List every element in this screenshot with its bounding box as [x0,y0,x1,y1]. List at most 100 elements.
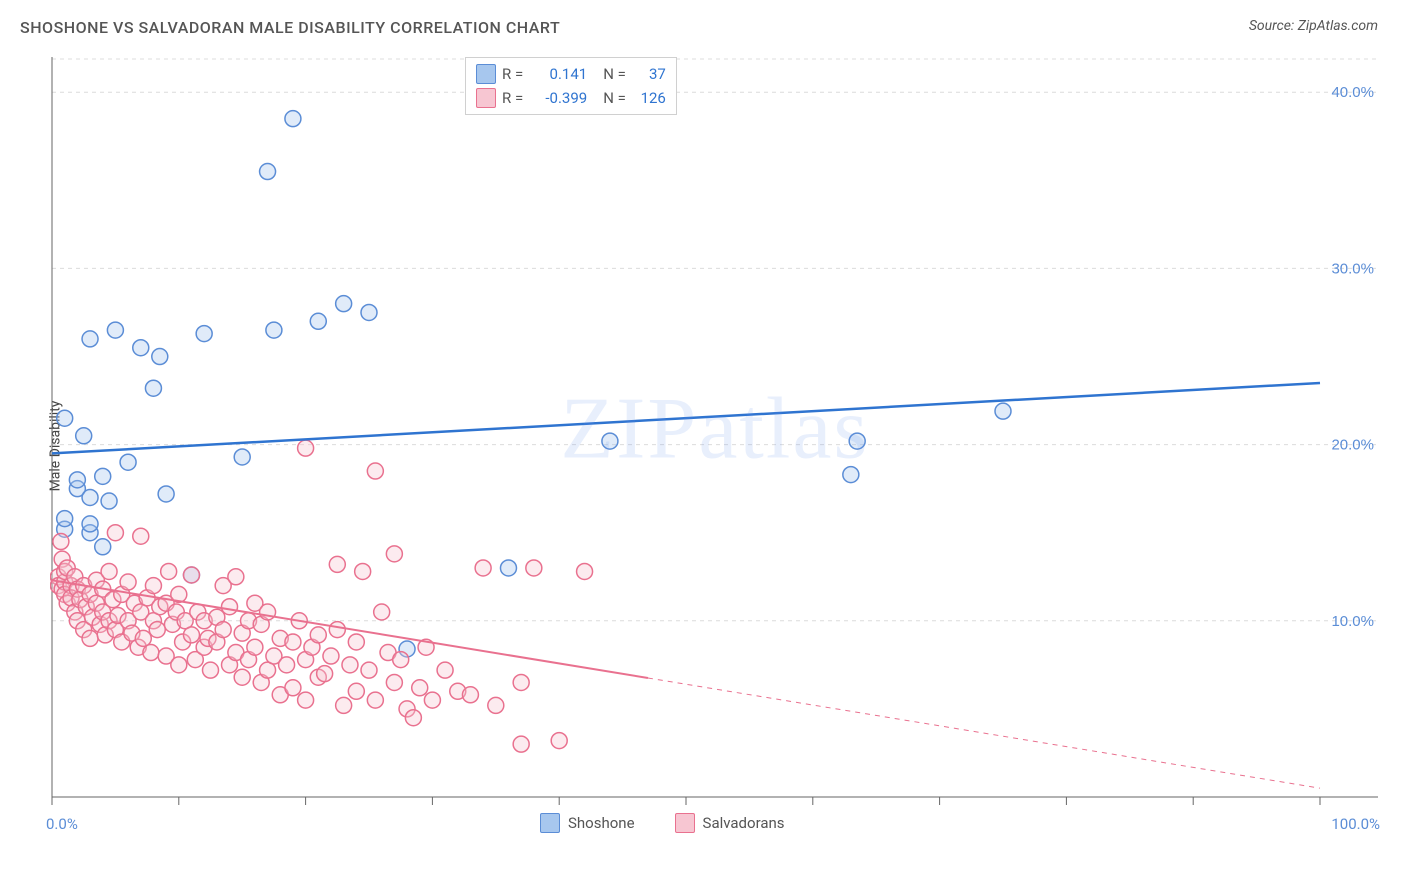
data-point [513,674,529,690]
data-point [76,428,92,444]
data-point [488,697,504,713]
data-point [266,322,282,338]
legend-swatch [675,813,695,833]
data-point [355,563,371,579]
chart-plot-area: ZIPatlas 10.0%20.0%30.0%40.0% R = 0.141 … [50,55,1380,835]
legend-series-label: Shoshone [568,814,635,832]
data-point [234,449,250,465]
data-point [329,556,345,572]
data-point [317,666,333,682]
legend-stat-row: R = -0.399 N = 126 [476,86,666,110]
legend-series-label: Salvadorans [703,814,785,832]
data-point [386,674,402,690]
data-point [82,516,98,532]
data-point [101,493,117,509]
x-axis-min-label: 0.0% [46,815,78,833]
data-point [260,604,276,620]
data-point [247,639,263,655]
correlation-legend: R = 0.141 N = 37 R = -0.399 N = 126 [465,57,677,115]
data-point [285,634,301,650]
data-point [203,662,219,678]
data-point [171,657,187,673]
svg-text:10.0%: 10.0% [1331,613,1374,630]
svg-text:40.0%: 40.0% [1331,84,1374,101]
data-point [412,680,428,696]
data-point [285,680,301,696]
data-point [500,560,516,576]
data-point [234,669,250,685]
data-point [348,634,364,650]
data-point [374,604,390,620]
data-point [133,340,149,356]
data-point [513,736,529,752]
data-point [120,454,136,470]
data-point [158,486,174,502]
data-point [310,313,326,329]
data-point [196,326,212,342]
data-point [310,627,326,643]
legend-r-label: R = [502,65,523,83]
data-point [149,622,165,638]
data-point [475,560,491,576]
data-point [161,563,177,579]
legend-n-value: 126 [632,89,666,107]
data-point [133,528,149,544]
legend-stat-row: R = 0.141 N = 37 [476,62,666,86]
data-point [462,687,478,703]
data-point [82,489,98,505]
data-point [120,574,136,590]
data-point [405,710,421,726]
data-point [107,525,123,541]
data-point [361,304,377,320]
data-point [82,630,98,646]
data-point [526,560,542,576]
chart-title: SHOSHONE VS SALVADORAN MALE DISABILITY C… [20,18,560,37]
data-point [228,569,244,585]
data-point [849,433,865,449]
legend-n-value: 37 [632,65,666,83]
data-point [843,467,859,483]
data-point [329,622,345,638]
data-point [95,468,111,484]
data-point [602,433,618,449]
data-point [183,627,199,643]
legend-swatch [476,88,496,108]
data-point [577,563,593,579]
data-point [82,331,98,347]
data-point [424,692,440,708]
chart-source: Source: ZipAtlas.com [1249,18,1378,34]
legend-n-label: N = [593,89,626,107]
data-point [551,733,567,749]
data-point [53,534,69,550]
data-point [101,563,117,579]
data-point [57,511,73,527]
data-point [152,349,168,365]
legend-series-item: Shoshone [540,813,635,833]
data-point [342,657,358,673]
data-point [222,599,238,615]
data-point [69,472,85,488]
svg-text:30.0%: 30.0% [1331,260,1374,277]
data-point [107,322,123,338]
legend-n-label: N = [593,65,626,83]
legend-series-item: Salvadorans [675,813,785,833]
data-point [145,578,161,594]
legend-r-label: R = [502,89,523,107]
legend-swatch [540,813,560,833]
data-point [95,539,111,555]
data-point [348,683,364,699]
data-point [336,697,352,713]
data-point [183,567,199,583]
data-point [298,440,314,456]
legend-r-value: -0.399 [529,89,587,107]
data-point [361,662,377,678]
data-point [215,622,231,638]
scatter-chart-svg: 10.0%20.0%30.0%40.0% [50,55,1380,835]
data-point [437,662,453,678]
series-legend: Shoshone Salvadorans [540,813,785,833]
legend-r-value: 0.141 [529,65,587,83]
data-point [143,645,159,661]
data-point [367,463,383,479]
data-point [298,692,314,708]
data-point [323,648,339,664]
